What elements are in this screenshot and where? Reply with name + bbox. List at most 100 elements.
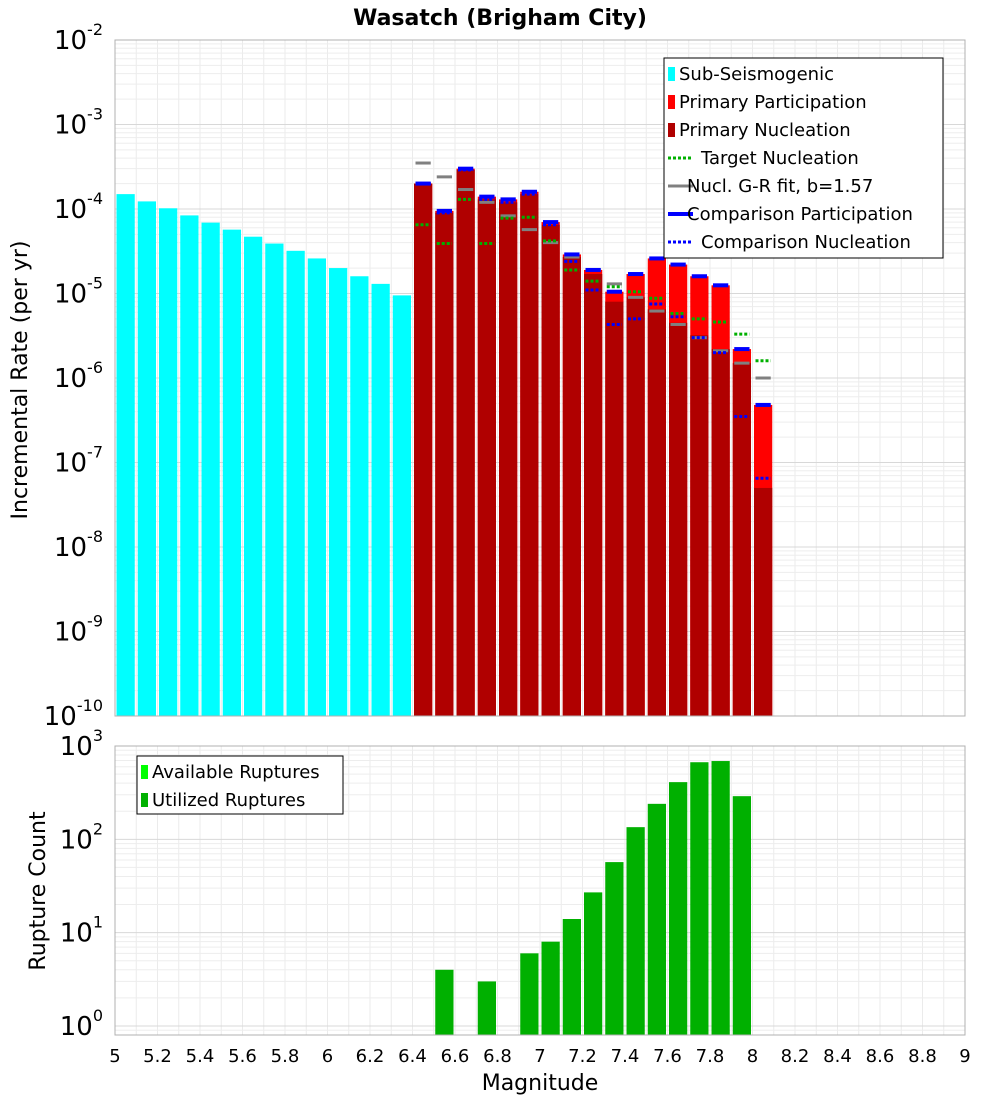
bottom-y-tick-base: 10 xyxy=(60,825,93,855)
primary-nucleation-bar xyxy=(711,349,730,716)
top-y-tick-label: 10-9 xyxy=(54,612,103,648)
x-tick-label: 7 xyxy=(534,1046,545,1067)
top-y-tick-label: 10-10 xyxy=(44,696,103,732)
sub-seismogenic-bar xyxy=(286,250,305,716)
utilized-ruptures-bar xyxy=(647,803,666,1035)
top-y-tick-exponent: -9 xyxy=(87,612,103,631)
primary-nucleation-bar xyxy=(626,297,645,716)
top-y-tick-base: 10 xyxy=(54,26,87,56)
top-y-tick-base: 10 xyxy=(44,702,77,732)
top-legend-label: Target Nucleation xyxy=(700,148,859,169)
x-tick-label: 8.8 xyxy=(908,1046,937,1067)
top-y-tick-base: 10 xyxy=(54,533,87,563)
top-legend-swatch xyxy=(668,67,675,81)
x-tick-label: 7.6 xyxy=(653,1046,682,1067)
bottom-y-tick-exponent: 3 xyxy=(93,726,103,745)
sub-seismogenic-bar xyxy=(329,268,348,716)
primary-nucleation-bar xyxy=(669,322,688,716)
target-nucleation-mark-group xyxy=(415,197,771,363)
bottom-y-tick-exponent: 1 xyxy=(93,913,103,932)
utilized-ruptures-bar xyxy=(690,762,709,1035)
primary-nucleation-bar xyxy=(562,257,581,716)
bottom-y-tick-label: 103 xyxy=(60,726,103,762)
top-y-tick-base: 10 xyxy=(54,618,87,648)
sub-seismogenic-bar xyxy=(222,229,241,716)
primary-nucleation-bar xyxy=(690,335,709,716)
primary-nucleation-bar xyxy=(414,183,433,716)
x-tick-label: 7.4 xyxy=(611,1046,640,1067)
x-tick-label: 8.2 xyxy=(781,1046,810,1067)
primary-nucleation-bar xyxy=(477,199,496,717)
bottom-y-tick-base: 10 xyxy=(60,919,93,949)
bottom-frame xyxy=(114,745,966,1036)
bottom-y-tick-exponent: 2 xyxy=(93,819,103,838)
x-tick-label: 5.4 xyxy=(186,1046,215,1067)
top-y-tick-label: 10-8 xyxy=(54,527,103,563)
utilized-ruptures-bar xyxy=(669,782,688,1035)
top-legend-box xyxy=(663,57,944,259)
sub-seismogenic-bar xyxy=(116,194,135,716)
x-tick-label: 7.8 xyxy=(696,1046,725,1067)
top-y-tick-exponent: -10 xyxy=(77,696,103,715)
top-y-tick-exponent: -3 xyxy=(87,105,103,124)
sub-seismogenic-bar xyxy=(371,283,390,716)
top-y-tick-label: 10-3 xyxy=(54,105,103,141)
bottom-y-tick-label: 100 xyxy=(60,1006,103,1042)
x-tick-label: 8.4 xyxy=(823,1046,852,1067)
x-tick-label: 6.6 xyxy=(441,1046,470,1067)
top-y-tick-label: 10-7 xyxy=(54,443,103,479)
primary-nucleation-bar xyxy=(541,224,560,716)
x-tick-label: 8 xyxy=(747,1046,758,1067)
primary-nucleation-bar xyxy=(754,487,773,716)
top-legend-swatch xyxy=(668,95,675,109)
top-y-tick-exponent: -6 xyxy=(87,358,103,377)
utilized-ruptures-bar-group xyxy=(435,761,751,1035)
top-legend-label: Comparison Nucleation xyxy=(701,232,911,253)
utilized-ruptures-bar xyxy=(562,919,581,1035)
sub-seismogenic-bar xyxy=(244,236,263,716)
x-tick-label: 6 xyxy=(322,1046,333,1067)
top-y-tick-base: 10 xyxy=(54,111,87,141)
utilized-ruptures-bar xyxy=(626,827,645,1035)
x-tick-label: 7.2 xyxy=(568,1046,597,1067)
primary-nucleation-bar xyxy=(499,202,518,716)
top-y-axis-label: Incremental Rate (per yr) xyxy=(8,241,33,520)
top-legend-label: Primary Participation xyxy=(679,92,867,113)
sub-seismogenic-bar-group xyxy=(116,194,411,716)
top-legend-label: Primary Nucleation xyxy=(679,120,851,141)
top-legend-swatch xyxy=(668,123,675,137)
bottom-legend-box xyxy=(136,755,344,815)
bottom-legend-swatch xyxy=(141,765,148,779)
top-y-tick-exponent: -5 xyxy=(87,274,103,293)
utilized-ruptures-bar xyxy=(711,761,730,1035)
primary-nucleation-bar xyxy=(456,169,475,716)
primary-nucleation-bar xyxy=(732,363,751,716)
top-y-tick-base: 10 xyxy=(54,364,87,394)
top-y-tick-label: 10-5 xyxy=(54,274,103,310)
sub-seismogenic-bar xyxy=(307,258,326,716)
utilized-ruptures-bar xyxy=(732,796,751,1035)
sub-seismogenic-bar xyxy=(392,295,411,716)
bottom-y-tick-label: 101 xyxy=(60,913,103,949)
x-tick-label: 9 xyxy=(959,1046,970,1067)
top-legend-label: Nucl. G-R fit, b=1.57 xyxy=(687,176,873,197)
bottom-legend-label: Utilized Ruptures xyxy=(152,790,305,811)
bottom-legend-label: Available Ruptures xyxy=(152,762,320,783)
sub-seismogenic-bar xyxy=(201,222,220,716)
top-y-tick-base: 10 xyxy=(54,195,87,225)
sub-seismogenic-bar xyxy=(180,215,199,716)
bottom-legend-swatch xyxy=(141,793,148,807)
top-y-tick-exponent: -8 xyxy=(87,527,103,546)
x-tick-label: 5.6 xyxy=(228,1046,257,1067)
x-tick-label: 6.4 xyxy=(398,1046,427,1067)
primary-nucleation-bar xyxy=(520,194,539,716)
utilized-ruptures-bar xyxy=(477,981,496,1035)
primary-nucleation-bar xyxy=(647,309,666,716)
sub-seismogenic-bar xyxy=(137,201,156,716)
top-y-tick-base: 10 xyxy=(54,280,87,310)
x-tick-label: 5.2 xyxy=(143,1046,172,1067)
utilized-ruptures-bar xyxy=(541,941,560,1035)
primary-nucleation-bar xyxy=(584,274,603,716)
